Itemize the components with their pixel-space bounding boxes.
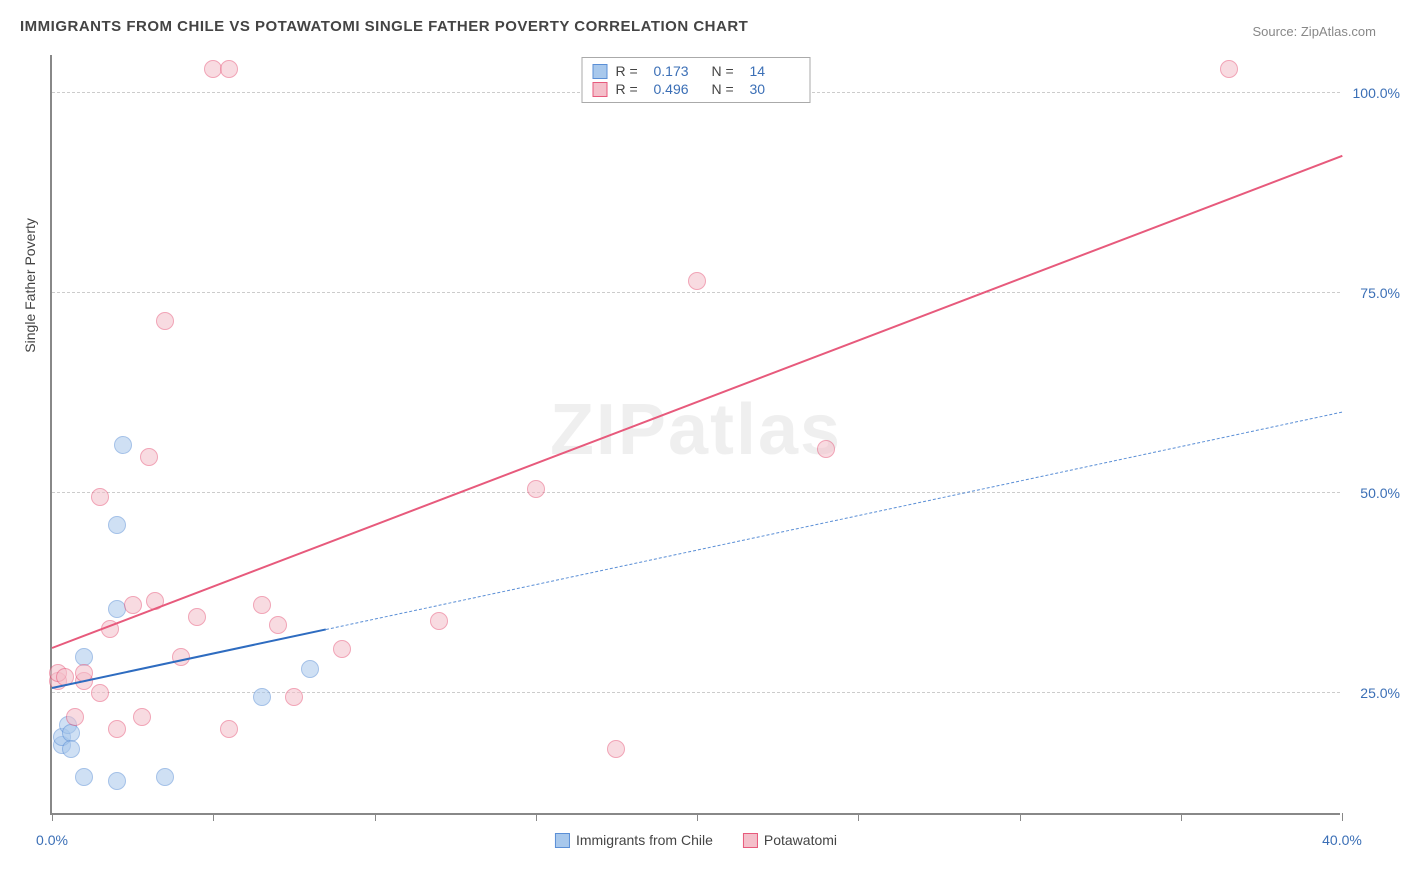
data-point	[253, 596, 271, 614]
data-point	[66, 708, 84, 726]
y-tick-label: 50.0%	[1360, 485, 1400, 501]
series-legend-item: Immigrants from Chile	[555, 832, 713, 848]
stat-r-value: 0.496	[654, 81, 704, 97]
x-tick	[697, 813, 698, 821]
stat-n-value: 30	[750, 81, 800, 97]
data-point	[156, 768, 174, 786]
stats-legend: R = 0.173 N = 14 R = 0.496 N = 30	[582, 57, 811, 103]
x-tick-label: 0.0%	[36, 832, 68, 848]
x-tick	[375, 813, 376, 821]
gridline	[52, 292, 1340, 293]
data-point	[133, 708, 151, 726]
series-legend-label: Potawatomi	[764, 832, 837, 848]
data-point	[607, 740, 625, 758]
data-point	[156, 312, 174, 330]
stat-r-value: 0.173	[654, 63, 704, 79]
data-point	[333, 640, 351, 658]
x-tick-label: 40.0%	[1322, 832, 1362, 848]
data-point	[1220, 60, 1238, 78]
data-point	[269, 616, 287, 634]
stat-r-label: R =	[616, 81, 646, 97]
data-point	[140, 448, 158, 466]
legend-swatch	[743, 833, 758, 848]
data-point	[75, 768, 93, 786]
data-point	[527, 480, 545, 498]
stat-n-value: 14	[750, 63, 800, 79]
data-point	[62, 740, 80, 758]
y-tick-label: 75.0%	[1360, 285, 1400, 301]
data-point	[253, 688, 271, 706]
data-point	[91, 488, 109, 506]
x-tick	[52, 813, 53, 821]
data-point	[108, 720, 126, 738]
data-point	[285, 688, 303, 706]
stats-legend-row: R = 0.496 N = 30	[593, 80, 800, 98]
legend-swatch	[555, 833, 570, 848]
data-point	[188, 608, 206, 626]
data-point	[91, 684, 109, 702]
data-point	[124, 596, 142, 614]
y-tick-label: 100.0%	[1353, 85, 1400, 101]
x-tick	[1020, 813, 1021, 821]
legend-swatch	[593, 82, 608, 97]
x-tick	[213, 813, 214, 821]
chart-title: IMMIGRANTS FROM CHILE VS POTAWATOMI SING…	[20, 18, 748, 35]
series-legend: Immigrants from Chile Potawatomi	[555, 832, 837, 848]
y-tick-label: 25.0%	[1360, 685, 1400, 701]
data-point	[301, 660, 319, 678]
x-tick	[858, 813, 859, 821]
stats-legend-row: R = 0.173 N = 14	[593, 62, 800, 80]
stat-n-label: N =	[712, 81, 742, 97]
legend-swatch	[593, 64, 608, 79]
y-axis-label: Single Father Poverty	[22, 218, 38, 353]
data-point	[220, 60, 238, 78]
x-tick	[536, 813, 537, 821]
x-tick	[1181, 813, 1182, 821]
data-point	[108, 516, 126, 534]
x-tick	[1342, 813, 1343, 821]
data-point	[430, 612, 448, 630]
plot-area: ZIPatlas 25.0%50.0%75.0%100.0%0.0%40.0% …	[50, 55, 1340, 815]
gridline	[52, 692, 1340, 693]
source-name: ZipAtlas.com	[1301, 24, 1376, 39]
series-legend-item: Potawatomi	[743, 832, 837, 848]
data-point	[688, 272, 706, 290]
stat-r-label: R =	[616, 63, 646, 79]
data-point	[108, 772, 126, 790]
source-label: Source:	[1252, 24, 1300, 39]
data-point	[817, 440, 835, 458]
stat-n-label: N =	[712, 63, 742, 79]
data-point	[114, 436, 132, 454]
series-legend-label: Immigrants from Chile	[576, 832, 713, 848]
data-point	[220, 720, 238, 738]
gridline	[52, 492, 1340, 493]
source-attribution: Source: ZipAtlas.com	[1252, 24, 1376, 39]
trend-line	[52, 155, 1343, 649]
